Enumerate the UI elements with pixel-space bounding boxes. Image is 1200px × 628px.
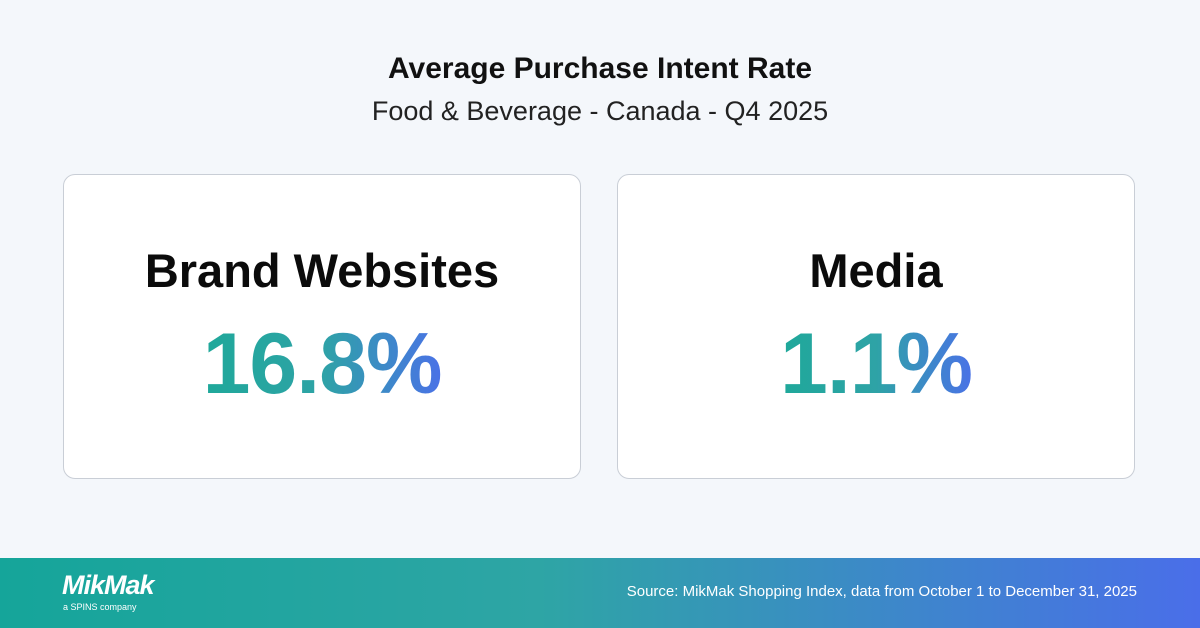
- card-value-wrap: 16.8%: [64, 315, 580, 414]
- stat-card: Brand Websites 16.8%: [63, 174, 581, 479]
- source-note: Source: MikMak Shopping Index, data from…: [626, 583, 1137, 600]
- subtitle: Food & Beverage - Canada - Q4 2025: [371, 96, 829, 126]
- footer: MikMak a SPINS company Source: MikMak Sh…: [0, 558, 1200, 628]
- title: Average Purchase Intent Rate: [387, 52, 813, 85]
- logo-tagline: a SPINS company: [63, 602, 137, 612]
- card-label: Brand Websites: [144, 244, 500, 297]
- card-value-wrap: 1.1%: [618, 315, 1134, 414]
- card-value: 1.1%: [779, 316, 973, 412]
- logo: MikMak: [62, 570, 155, 600]
- card-label: Media: [809, 244, 943, 297]
- stat-card: Media 1.1%: [617, 174, 1135, 479]
- card-value: 16.8%: [202, 316, 443, 412]
